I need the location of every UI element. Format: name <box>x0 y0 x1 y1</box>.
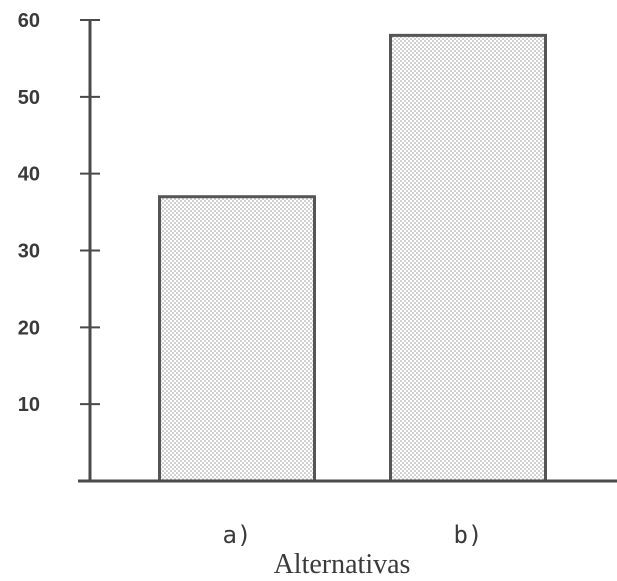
y-tick-label: 10 <box>18 394 40 416</box>
y-tick-label: 50 <box>18 87 40 109</box>
y-tick-label: 40 <box>18 164 40 186</box>
bars <box>158 33 547 483</box>
bar-b <box>389 33 547 483</box>
category-label: a) <box>223 521 252 549</box>
y-tick-labels: 10 20 30 40 50 60 <box>18 10 40 416</box>
y-ticks <box>80 19 100 406</box>
y-tick-label: 20 <box>18 317 40 339</box>
bar-a <box>158 195 316 483</box>
x-axis-title: Alternativas <box>274 549 411 580</box>
y-tick-label: 60 <box>18 10 40 32</box>
y-tick-label: 30 <box>18 241 40 263</box>
category-labels: a) b) <box>223 521 483 549</box>
category-label: b) <box>454 521 483 549</box>
